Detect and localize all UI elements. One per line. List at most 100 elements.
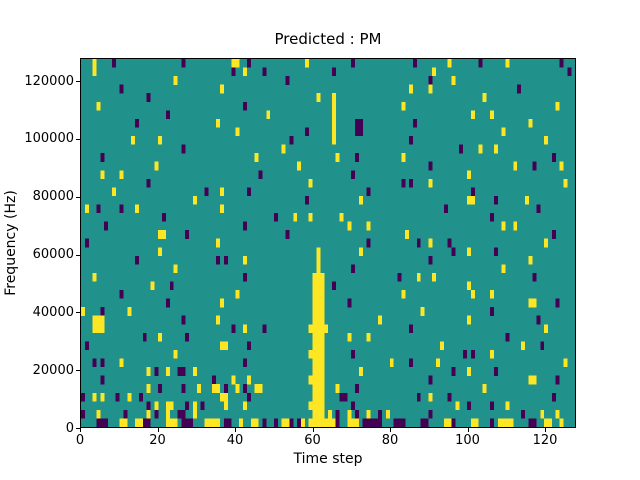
heatmap-cell — [92, 392, 97, 402]
heatmap-cell — [397, 272, 402, 282]
heatmap-cell — [378, 315, 383, 325]
heatmap-cell — [505, 418, 510, 427]
heatmap-cell — [169, 418, 174, 427]
heatmap-cell — [212, 418, 217, 427]
heatmap-cell — [219, 392, 224, 402]
heatmap-cell — [119, 358, 124, 368]
heatmap-cell — [355, 384, 359, 393]
heatmap-cell — [262, 67, 267, 77]
heatmap-cell — [173, 418, 178, 427]
heatmap-cell — [119, 418, 124, 427]
heatmap-cell — [505, 59, 510, 68]
heatmap-cell — [401, 153, 406, 162]
heatmap-cell — [312, 290, 317, 299]
heatmap-cell — [192, 409, 197, 419]
heatmap-cell — [316, 332, 321, 342]
heatmap-cell — [235, 290, 240, 299]
heatmap-cell — [320, 375, 325, 385]
heatmap-cell — [420, 418, 425, 427]
heatmap-cell — [165, 418, 170, 427]
heatmap-cell — [428, 409, 433, 419]
heatmap-cell — [482, 93, 487, 102]
heatmap-cell — [92, 272, 97, 282]
heatmap-cell — [493, 247, 498, 256]
heatmap-cell — [312, 384, 317, 393]
heatmap-cell — [470, 187, 475, 197]
heatmap-cell — [231, 67, 236, 77]
heatmap-cell — [316, 290, 321, 299]
x-axis-label: Time step — [293, 451, 363, 467]
heatmap-cell — [243, 272, 248, 282]
heatmap-cell — [563, 178, 568, 188]
heatmap-cell — [324, 418, 329, 427]
heatmap-cell — [355, 127, 359, 137]
heatmap-cell — [513, 161, 518, 171]
heatmap-cell — [470, 349, 475, 359]
heatmap-cell — [443, 204, 448, 214]
x-tick-mark — [235, 428, 236, 432]
heatmap-cell — [312, 332, 317, 342]
heatmap-cell — [181, 409, 186, 419]
heatmap-cell — [173, 76, 178, 85]
heatmap-cell — [528, 375, 533, 385]
heatmap-cell — [100, 324, 105, 333]
heatmap-cell — [84, 238, 89, 248]
heatmap-cell — [316, 307, 321, 316]
heatmap-cell — [551, 230, 556, 239]
heatmap-cell — [331, 127, 336, 137]
heatmap-cell — [192, 367, 197, 376]
heatmap-cell — [316, 367, 321, 376]
heatmap-cell — [409, 84, 414, 94]
heatmap-cell — [351, 401, 356, 411]
heatmap-cell — [544, 324, 549, 333]
heatmap-cell — [559, 59, 564, 68]
heatmap-cell — [389, 358, 394, 368]
x-tick-mark — [157, 428, 159, 432]
heatmap-cell — [312, 307, 317, 316]
heatmap-cell — [300, 418, 305, 427]
heatmap-cell — [81, 392, 85, 402]
heatmap-cell — [316, 315, 321, 325]
heatmap-cell — [100, 392, 105, 402]
heatmap-cell — [320, 290, 325, 299]
heatmap-cell — [331, 67, 336, 77]
heatmap-cell — [335, 384, 340, 393]
heatmap-cell — [266, 110, 271, 120]
heatmap-cell — [308, 401, 313, 411]
heatmap-cell — [555, 375, 560, 385]
heatmap-cell — [243, 255, 248, 265]
heatmap-cell — [243, 67, 248, 77]
heatmap-cell — [451, 367, 456, 376]
heatmap-cell — [331, 110, 336, 120]
heatmap-cell — [540, 341, 545, 351]
heatmap-cell — [100, 307, 105, 316]
heatmap-cell — [104, 221, 109, 231]
heatmap-cell — [96, 315, 101, 325]
heatmap-cell — [316, 272, 321, 282]
heatmap-cell — [436, 358, 441, 368]
heatmap-cell — [308, 375, 313, 385]
heatmap-cell — [231, 59, 236, 68]
y-tick-mark — [76, 138, 80, 140]
heatmap-cell — [135, 255, 140, 265]
heatmap-cell — [447, 59, 452, 68]
y-tick-mark — [76, 196, 80, 198]
heatmap-cell — [316, 247, 321, 256]
heatmap-cell — [142, 332, 147, 342]
heatmap-cell — [366, 238, 371, 248]
heatmap-cell — [216, 418, 221, 427]
heatmap-cell — [273, 213, 278, 222]
heatmap-cell — [347, 332, 352, 342]
heatmap-cell — [355, 153, 359, 162]
y-axis-label: Frequency (Hz) — [3, 190, 20, 296]
heatmap-cell — [177, 367, 182, 376]
heatmap-cell — [447, 418, 452, 427]
heatmap-cell — [254, 153, 259, 162]
heatmap-cell — [370, 418, 375, 427]
heatmap-cell — [235, 127, 240, 137]
heatmap-cell — [320, 272, 325, 282]
heatmap-cell — [92, 315, 97, 325]
heatmap-cell — [428, 392, 433, 402]
heatmap-cell — [223, 418, 228, 427]
heatmap-cell — [501, 418, 506, 427]
